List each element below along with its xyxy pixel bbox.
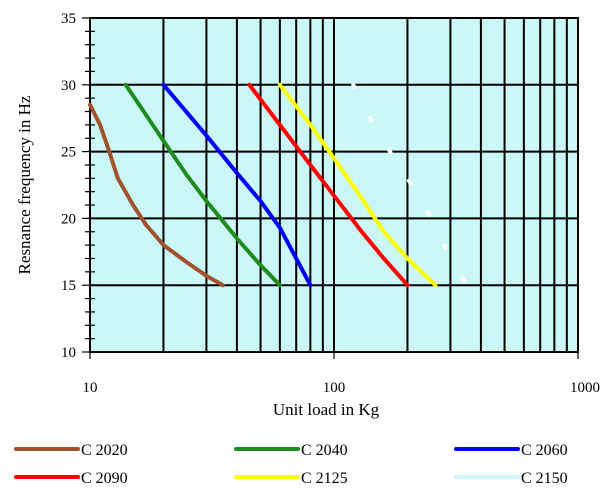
legend-label: C 2150	[521, 470, 568, 487]
legend-label: C 2090	[81, 470, 128, 487]
series-line-c-2090	[247, 82, 410, 288]
y-tick-label: 15	[61, 278, 76, 294]
y-tick-label: 35	[61, 11, 76, 27]
legend-label: C 2060	[521, 442, 568, 459]
x-axis-title: Unit load in Kg	[273, 400, 380, 419]
legend-label: C 2040	[301, 442, 348, 459]
series-line-c-2125	[277, 82, 438, 288]
series-line-c-2060	[161, 82, 313, 288]
y-tick-label: 20	[61, 211, 76, 227]
legend-label: C 2125	[301, 470, 348, 487]
y-tick-label: 25	[61, 145, 76, 161]
y-tick-label: 30	[61, 78, 76, 94]
y-axis-title: Resnance frequency in Hz	[15, 95, 34, 274]
x-tick-label: 10	[83, 380, 98, 396]
y-tick-label: 10	[61, 345, 76, 361]
legend-label: C 2020	[81, 442, 128, 459]
series-line-c-2020	[88, 102, 225, 288]
x-tick-label: 100	[323, 380, 346, 396]
series-line-c-2040	[123, 82, 282, 288]
x-tick-label: 1000	[570, 380, 600, 396]
